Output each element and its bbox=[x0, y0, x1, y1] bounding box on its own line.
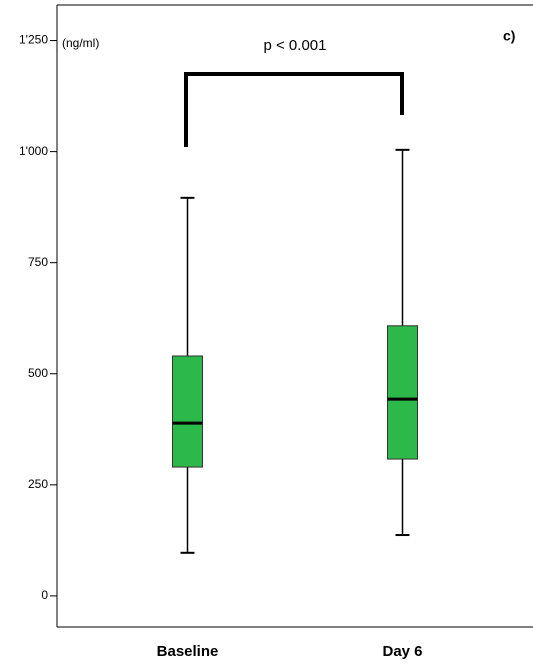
y-unit-label: (ng/ml) bbox=[62, 36, 99, 50]
y-tick-label: 1'000 bbox=[19, 144, 48, 158]
box bbox=[387, 325, 418, 460]
y-tick-label: 500 bbox=[28, 366, 48, 380]
significance-bracket bbox=[184, 72, 404, 147]
y-tick-label: 0 bbox=[41, 588, 48, 602]
x-tick-label: Day 6 bbox=[382, 643, 422, 660]
annotation: p < 0.001 bbox=[264, 37, 327, 54]
panel-label: c) bbox=[503, 28, 515, 44]
box bbox=[172, 355, 203, 468]
y-tick-label: 1'250 bbox=[19, 33, 48, 47]
y-tick-label: 250 bbox=[28, 477, 48, 491]
x-tick-label: Baseline bbox=[157, 643, 219, 660]
y-tick-label: 750 bbox=[28, 255, 48, 269]
